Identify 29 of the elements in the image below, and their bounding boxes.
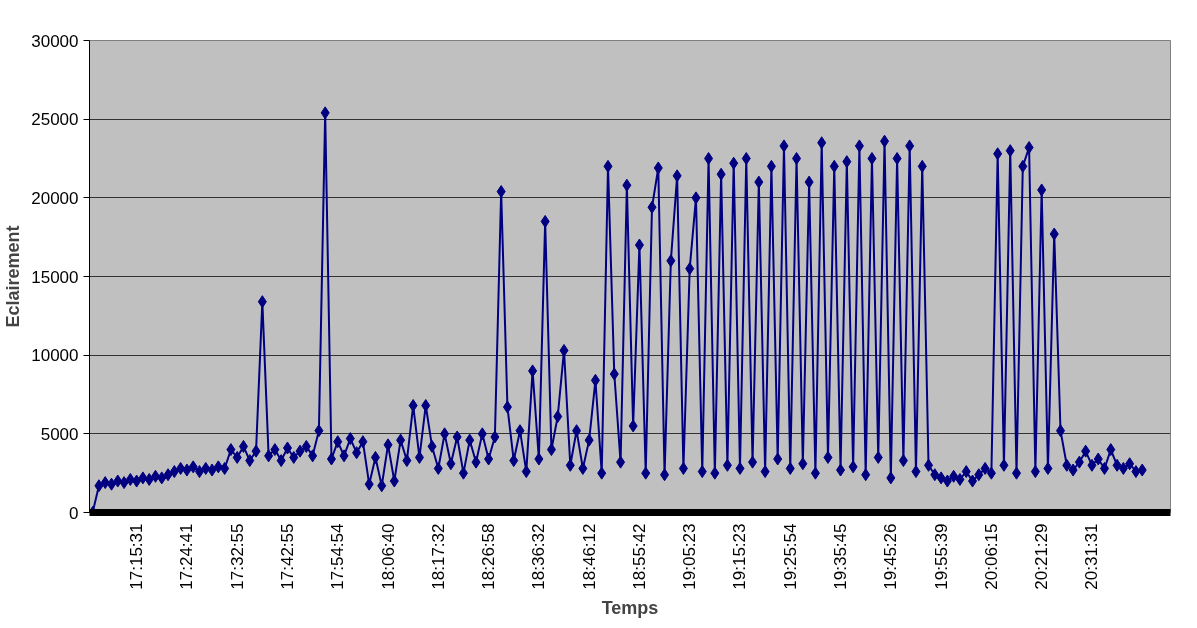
- y-axis-title: Eclairement: [3, 225, 24, 328]
- y-tick-label: 20000: [31, 188, 79, 208]
- x-tick-label: 19:45:26: [881, 523, 901, 590]
- x-tick-label: 18:46:12: [579, 523, 599, 590]
- x-tick-label: 19:25:54: [780, 523, 800, 590]
- x-tick-label: 18:06:40: [378, 523, 398, 590]
- x-tick-label: 18:55:42: [629, 523, 649, 590]
- x-tick-label: 17:15:31: [127, 523, 147, 590]
- x-tick-label: 19:35:45: [831, 523, 851, 590]
- x-tick-label: 18:36:32: [529, 523, 549, 590]
- x-tick-label: 17:54:54: [328, 523, 348, 590]
- x-tick-label: 17:32:55: [227, 523, 247, 590]
- y-tick-label: 5000: [40, 424, 79, 444]
- x-tick-label: 20:06:15: [981, 523, 1001, 590]
- x-tick-label: 19:15:23: [730, 523, 750, 590]
- x-tick-label: 19:55:39: [931, 523, 951, 590]
- x-tick-label: 18:17:32: [428, 523, 448, 590]
- y-tick-label: 15000: [31, 267, 79, 287]
- x-tick-label: 18:26:58: [479, 523, 499, 590]
- y-tick-label: 0: [69, 503, 79, 523]
- x-axis-title: Temps: [601, 597, 659, 618]
- x-tick-label: 20:21:29: [1032, 523, 1052, 590]
- y-tick-label: 25000: [31, 110, 79, 130]
- x-tick-label: 20:31:31: [1082, 523, 1102, 590]
- y-tick-label: 10000: [31, 346, 79, 366]
- x-tick-label: 17:42:55: [277, 523, 297, 590]
- x-tick-label: 17:24:41: [177, 523, 197, 590]
- y-tick-label: 30000: [31, 31, 79, 51]
- x-tick-label: 19:05:23: [680, 523, 700, 590]
